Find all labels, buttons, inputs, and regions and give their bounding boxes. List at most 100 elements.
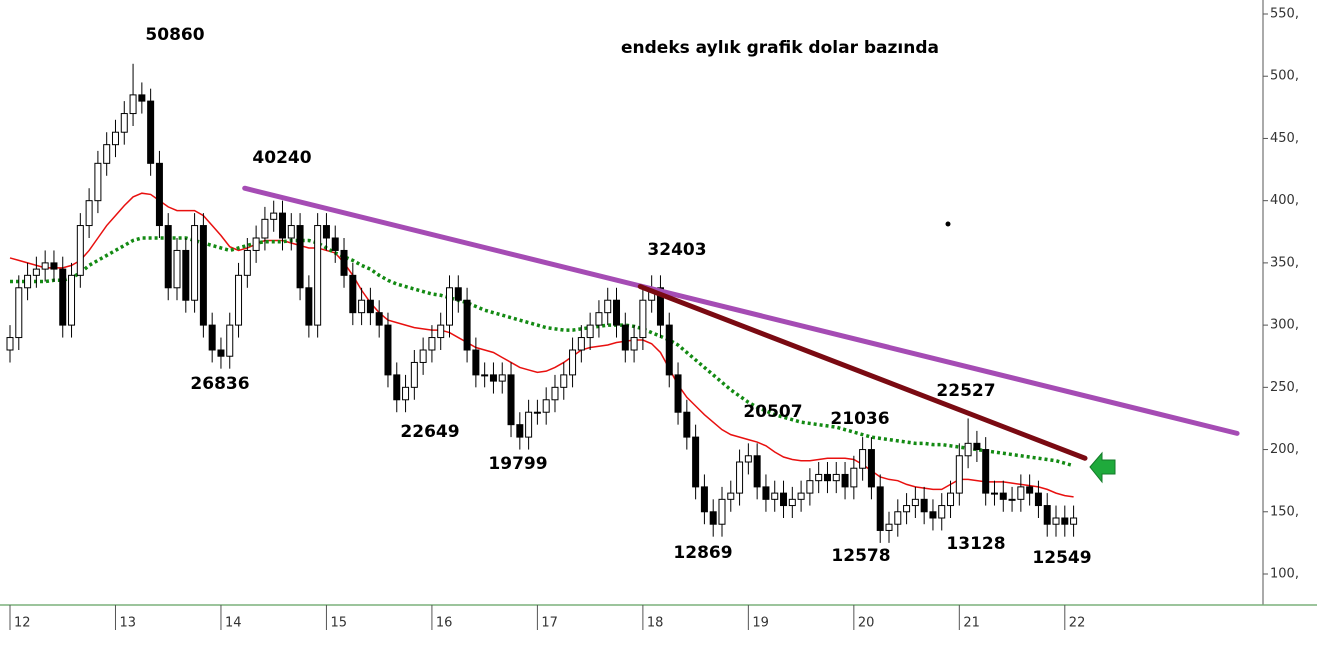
y-tick-label: 150,: [1270, 504, 1299, 519]
annotation: 22527: [936, 381, 995, 401]
candle-body: [199, 225, 207, 326]
candle-body: [76, 225, 84, 276]
candle-body: [235, 274, 243, 326]
candle-body: [314, 225, 322, 326]
candle-body: [832, 473, 840, 482]
candle-body: [964, 442, 972, 457]
candle-body: [911, 498, 919, 507]
candle-body: [155, 162, 163, 227]
candle-body: [129, 94, 137, 115]
annotation: 19799: [488, 454, 547, 474]
trend-line: [242, 185, 1240, 436]
y-tick-label: 500,: [1270, 69, 1299, 84]
candle-body: [32, 268, 40, 276]
candle-body: [428, 337, 436, 351]
candle-body: [692, 436, 700, 488]
candle-body: [278, 212, 286, 239]
candle-body: [340, 249, 348, 276]
moving-average: [10, 236, 1075, 468]
x-tick-label: 18: [647, 616, 664, 631]
y-tick-label: 450,: [1270, 131, 1299, 146]
annotation: 22649: [400, 422, 459, 442]
candle-body: [24, 274, 32, 289]
candle-body: [947, 492, 955, 507]
candle-body: [164, 225, 172, 289]
x-tick-label: 19: [752, 616, 769, 631]
annotation: 21036: [830, 409, 889, 429]
candle-body: [1034, 492, 1042, 507]
candle-body: [982, 449, 990, 494]
x-tick-label: 14: [225, 616, 242, 631]
candle-body: [859, 449, 867, 469]
candle-body: [780, 492, 788, 507]
candle-body: [226, 324, 234, 357]
candle-body: [674, 374, 682, 413]
annotation: 20507: [743, 402, 802, 422]
candle-body: [533, 411, 541, 414]
candle-body: [586, 324, 594, 339]
candle-body: [1061, 517, 1069, 525]
y-tick-label: 550,: [1270, 7, 1299, 22]
candle-body: [1052, 517, 1060, 525]
y-tick-label: 350,: [1270, 255, 1299, 270]
y-tick-label: 100,: [1270, 567, 1299, 582]
candle-body: [1043, 505, 1051, 525]
annotation: 26836: [190, 374, 249, 394]
annotation: 32403: [647, 240, 706, 260]
candle-body: [375, 312, 383, 326]
candle-body: [929, 511, 937, 519]
candle-body: [94, 162, 102, 202]
candle-body: [1008, 498, 1016, 501]
chart-title: endeks aylık grafik dolar bazında: [621, 38, 939, 58]
candle-body: [402, 386, 410, 401]
candle-body: [85, 200, 93, 227]
candle-body: [876, 486, 884, 531]
candle-body: [542, 399, 550, 413]
candle-body: [437, 324, 445, 339]
candle-body: [551, 386, 559, 401]
candle-body: [384, 324, 392, 376]
candle-body: [753, 455, 761, 488]
candle-body: [630, 337, 638, 351]
candle-body: [920, 498, 928, 513]
y-tick-label: 250,: [1270, 380, 1299, 395]
candle-body: [270, 212, 278, 220]
candle-body: [806, 480, 814, 494]
candle-body: [867, 449, 875, 488]
candle-body: [613, 299, 621, 326]
candle-body: [366, 299, 374, 314]
candle-body: [1017, 486, 1025, 500]
x-tick-label: 21: [963, 616, 980, 631]
x-tick-label: 17: [541, 616, 558, 631]
candle-body: [252, 237, 260, 251]
candle-body: [287, 225, 295, 239]
y-tick-label: 300,: [1270, 318, 1299, 333]
candle-body: [841, 473, 849, 488]
candle-body: [446, 287, 453, 326]
candle-body: [850, 467, 858, 488]
annotation: 40240: [252, 148, 311, 168]
candle-body: [771, 492, 779, 500]
candle-body: [938, 505, 946, 519]
candle-body: [560, 374, 568, 388]
candle-body: [147, 100, 155, 164]
candle-body: [516, 424, 524, 438]
candle-body: [463, 299, 471, 351]
candle-body: [903, 505, 911, 513]
candle-body: [621, 324, 629, 351]
candle-body: [762, 486, 770, 500]
candle-body: [885, 523, 893, 531]
trend-line: [637, 284, 1088, 461]
y-tick-label: 200,: [1270, 442, 1299, 457]
candle-body: [823, 473, 831, 482]
candle-body: [990, 492, 998, 495]
candle-body: [656, 287, 664, 326]
candle-body: [419, 349, 427, 363]
annotation: 12578: [831, 546, 890, 566]
x-tick-label: 12: [14, 616, 31, 631]
candle-body: [604, 299, 612, 314]
candle-body: [894, 511, 902, 525]
candle-body: [393, 374, 401, 401]
candle-body: [481, 374, 489, 377]
